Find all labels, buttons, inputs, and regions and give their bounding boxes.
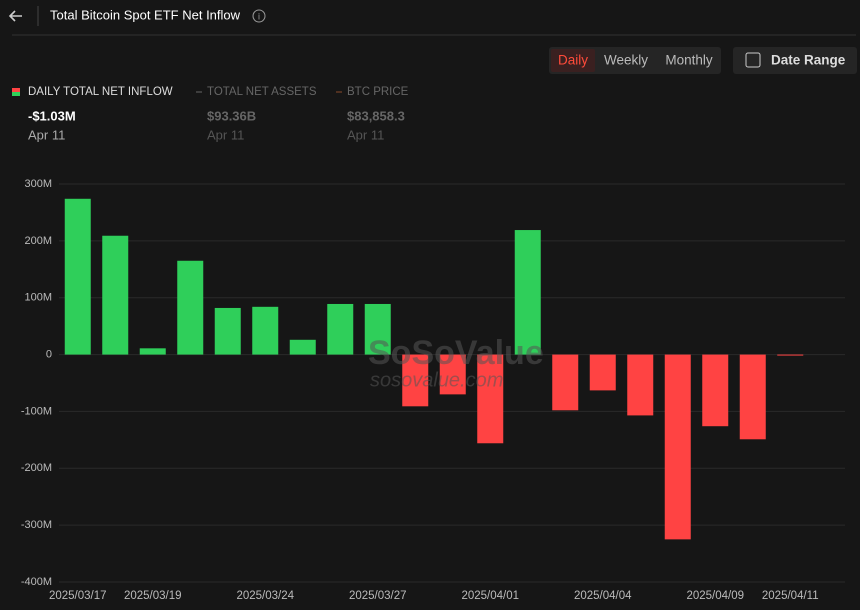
legend-label[interactable]: TOTAL NET ASSETS	[207, 86, 317, 98]
bar	[439, 354, 466, 395]
bar	[477, 354, 504, 444]
x-tick-label: 2025/04/04	[574, 590, 632, 602]
y-tick-label: 200M	[24, 235, 52, 247]
bar	[402, 354, 429, 407]
x-tick-label: 2025/03/17	[49, 590, 107, 602]
legend-swatch	[12, 88, 20, 92]
tab-active-bg	[551, 49, 595, 72]
x-tick-label: 2025/04/01	[461, 590, 519, 602]
legend-value: -$1.03M	[28, 108, 76, 123]
legend-date: Apr 11	[207, 127, 244, 142]
legend-label[interactable]: DAILY TOTAL NET INFLOW	[28, 86, 173, 98]
calendar-icon	[745, 52, 761, 68]
bar	[739, 354, 766, 440]
y-tick-label: -200M	[21, 462, 52, 474]
bar	[627, 354, 654, 416]
tab[interactable]: Daily	[558, 53, 588, 68]
bar	[177, 260, 204, 355]
date-range-button[interactable]	[733, 47, 857, 74]
info-icon-i: i	[258, 11, 260, 21]
bar	[139, 348, 166, 355]
bar	[327, 303, 354, 355]
legend-swatch	[12, 92, 20, 96]
tab[interactable]: Weekly	[604, 53, 648, 68]
bar	[514, 230, 541, 355]
bar	[702, 354, 729, 427]
bar	[552, 354, 579, 411]
legend-label[interactable]: BTC PRICE	[347, 86, 409, 98]
y-tick-label: 0	[46, 348, 52, 360]
x-tick-label: 2025/03/24	[236, 590, 294, 602]
legend-date: Apr 11	[347, 127, 384, 142]
page-title: Total Bitcoin Spot ETF Net Inflow	[50, 7, 241, 22]
y-tick-label: 100M	[24, 292, 52, 304]
bar	[289, 339, 316, 355]
date-range-label[interactable]: Date Range	[771, 53, 846, 68]
tab[interactable]: Monthly	[665, 53, 713, 68]
bar	[364, 303, 391, 355]
legend-value: $93.36B	[207, 108, 256, 123]
watermark-sub: sosovalue.com	[370, 369, 503, 391]
x-tick-label: 2025/03/19	[124, 590, 182, 602]
x-tick-label: 2025/03/27	[349, 590, 407, 602]
x-tick-label: 2025/04/11	[762, 590, 819, 602]
bar	[664, 354, 691, 540]
watermark: SoSoValue	[368, 334, 544, 372]
info-icon[interactable]	[252, 9, 266, 23]
bar	[64, 198, 91, 355]
bar	[214, 307, 241, 355]
y-tick-label: 300M	[24, 178, 52, 190]
y-tick-label: -300M	[21, 519, 52, 531]
y-tick-label: -400M	[21, 576, 52, 588]
bar	[252, 306, 279, 355]
bar	[777, 354, 804, 356]
bar	[102, 235, 129, 355]
plot: 300M 200M 100M 0 -100M -200M -300M -400M 2025/03…	[21, 178, 845, 602]
back-button[interactable]	[8, 10, 22, 22]
x-tick-label: 2025/04/09	[686, 590, 744, 602]
legend-date: Apr 11	[28, 127, 65, 142]
legend-value: $83,858.3	[347, 108, 405, 123]
bar	[589, 354, 616, 391]
y-tick-label: -100M	[21, 405, 52, 417]
